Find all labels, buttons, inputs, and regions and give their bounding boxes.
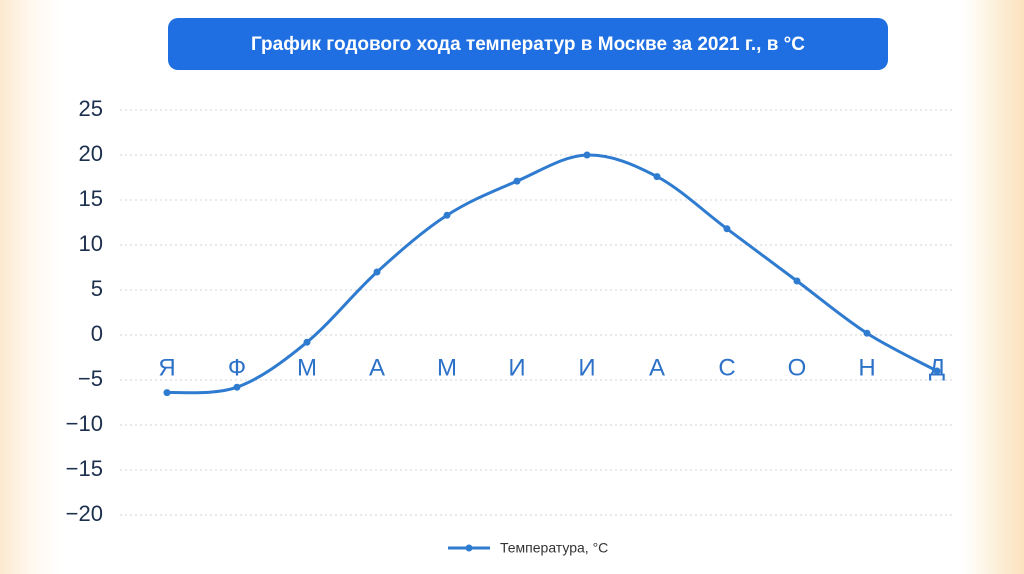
y-tick-label: 15 — [79, 186, 103, 211]
x-tick-label: Я — [158, 354, 175, 381]
line — [166, 153, 938, 395]
point — [933, 367, 941, 375]
title-box — [168, 18, 888, 70]
y-tick-label: 10 — [79, 231, 103, 256]
y-tick-label: 20 — [79, 141, 103, 166]
y-tick-label: −10 — [66, 411, 103, 436]
x-tick-label: О — [788, 354, 807, 381]
x-tick-label: А — [649, 354, 665, 381]
chart-title: График годового хода температур в Москве… — [251, 34, 805, 55]
x-tick-label: И — [578, 354, 595, 381]
point — [653, 173, 661, 181]
point — [373, 268, 381, 276]
point — [793, 277, 801, 285]
point — [513, 177, 521, 185]
x-tick-label: С — [718, 354, 735, 381]
x-tick-label: Н — [858, 354, 875, 381]
x-tick-label: М — [297, 354, 317, 381]
point — [723, 225, 731, 233]
point — [863, 329, 871, 337]
y-tick-label: −15 — [66, 456, 103, 481]
y-tick-label: 25 — [79, 96, 103, 121]
x-tick-label: А — [369, 354, 385, 381]
legend-label: Температура, °С — [500, 540, 608, 556]
y-tick-label: −5 — [78, 366, 103, 391]
y-tick-label: 5 — [91, 276, 103, 301]
y-tick-label: 0 — [91, 321, 103, 346]
point — [303, 338, 311, 346]
x-tick-label: Ф — [228, 354, 246, 381]
point — [233, 383, 241, 391]
legend-marker — [465, 544, 473, 552]
point — [443, 211, 451, 219]
point — [583, 151, 591, 159]
x-tick-label: М — [437, 354, 457, 381]
point — [163, 389, 171, 397]
y-tick-label: −20 — [66, 501, 103, 526]
x-tick-label: И — [508, 354, 525, 381]
